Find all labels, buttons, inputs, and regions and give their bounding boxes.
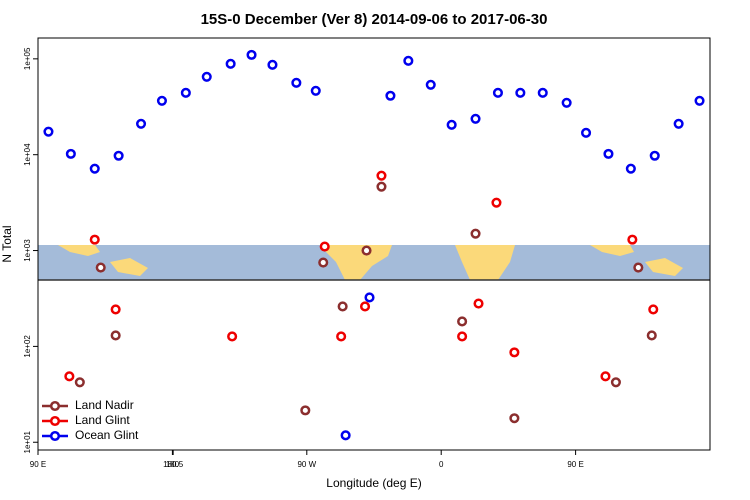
data-point — [509, 413, 520, 424]
y-tick-label: 1e+04 — [23, 143, 32, 166]
data-point — [110, 330, 121, 341]
data-point — [515, 87, 526, 98]
data-point — [361, 245, 372, 256]
map-land — [590, 245, 683, 276]
data-point — [74, 377, 85, 388]
data-point — [473, 298, 484, 309]
map-land — [322, 245, 392, 280]
x-tick-label: 180 — [166, 460, 180, 469]
x-tick-label: 90 E — [30, 460, 46, 469]
data-point — [603, 148, 614, 159]
data-point — [470, 228, 481, 239]
data-point — [110, 304, 121, 315]
y-tick-label: 1e+03 — [23, 239, 32, 262]
data-point — [135, 118, 147, 129]
chart-title: 15S-0 December (Ver 8) 2014-09-06 to 201… — [201, 11, 548, 28]
data-point — [359, 301, 371, 312]
x-tick-label: 90 E — [567, 460, 583, 469]
data-point — [646, 330, 657, 341]
legend-marker — [49, 415, 61, 427]
legend-marker — [49, 400, 61, 412]
map-land — [58, 245, 148, 276]
data-point — [89, 163, 100, 174]
data-point — [227, 331, 238, 342]
data-point — [610, 377, 621, 388]
data-point — [457, 331, 468, 342]
data-point — [336, 331, 347, 342]
data-point — [425, 79, 436, 90]
data-point — [385, 90, 396, 101]
data-point — [225, 58, 236, 69]
data-point — [291, 77, 302, 88]
y-axis-label: N Total — [0, 225, 14, 262]
data-point — [319, 241, 330, 252]
data-point — [446, 119, 457, 130]
data-point — [180, 87, 191, 98]
data-point — [627, 234, 638, 245]
y-tick-label: 1e+02 — [23, 335, 32, 358]
data-point — [310, 85, 321, 96]
data-point — [318, 257, 329, 268]
y-tick-label: 1e+05 — [23, 47, 32, 70]
data-point — [43, 126, 54, 137]
legend-label: Ocean Glint — [75, 428, 139, 442]
data-point — [364, 292, 375, 303]
data-point — [649, 150, 660, 161]
map-land — [455, 245, 515, 280]
data-point — [201, 71, 212, 82]
data-point — [300, 405, 311, 416]
data-point — [600, 371, 611, 382]
data-point — [246, 49, 257, 60]
data-point — [561, 97, 572, 108]
data-point — [648, 304, 659, 315]
data-point — [89, 234, 100, 245]
legend-marker — [49, 430, 61, 442]
data-point — [509, 347, 520, 358]
legend-label: Land Nadir — [75, 398, 134, 412]
data-point — [65, 148, 76, 159]
legend-label: Land Glint — [75, 413, 130, 427]
data-point — [470, 113, 481, 124]
data-point — [376, 170, 387, 181]
x-axis-label: Longitude (deg E) — [326, 476, 421, 490]
data-point — [625, 163, 636, 174]
x-tick-label: 90 W — [297, 460, 316, 469]
data-point — [64, 371, 75, 382]
data-point — [491, 197, 502, 208]
map-band — [38, 245, 710, 281]
data-point — [673, 118, 684, 129]
data-point — [457, 316, 468, 327]
data-point — [403, 55, 414, 66]
data-point — [694, 95, 705, 106]
data-point — [113, 150, 124, 161]
plot-frame — [37, 37, 711, 451]
data-point — [156, 95, 167, 106]
data-point — [267, 59, 278, 70]
data-point — [95, 262, 106, 273]
data-point — [492, 87, 503, 98]
data-point — [340, 430, 351, 441]
x-tick-label: 0 — [439, 460, 444, 469]
x-tick-label: 180.5 — [163, 460, 184, 469]
data-point — [537, 87, 548, 98]
data-point — [581, 127, 592, 138]
y-tick-label: 1e+01 — [23, 430, 32, 453]
data-point — [376, 181, 387, 192]
data-point — [337, 301, 348, 312]
data-point — [633, 262, 644, 273]
